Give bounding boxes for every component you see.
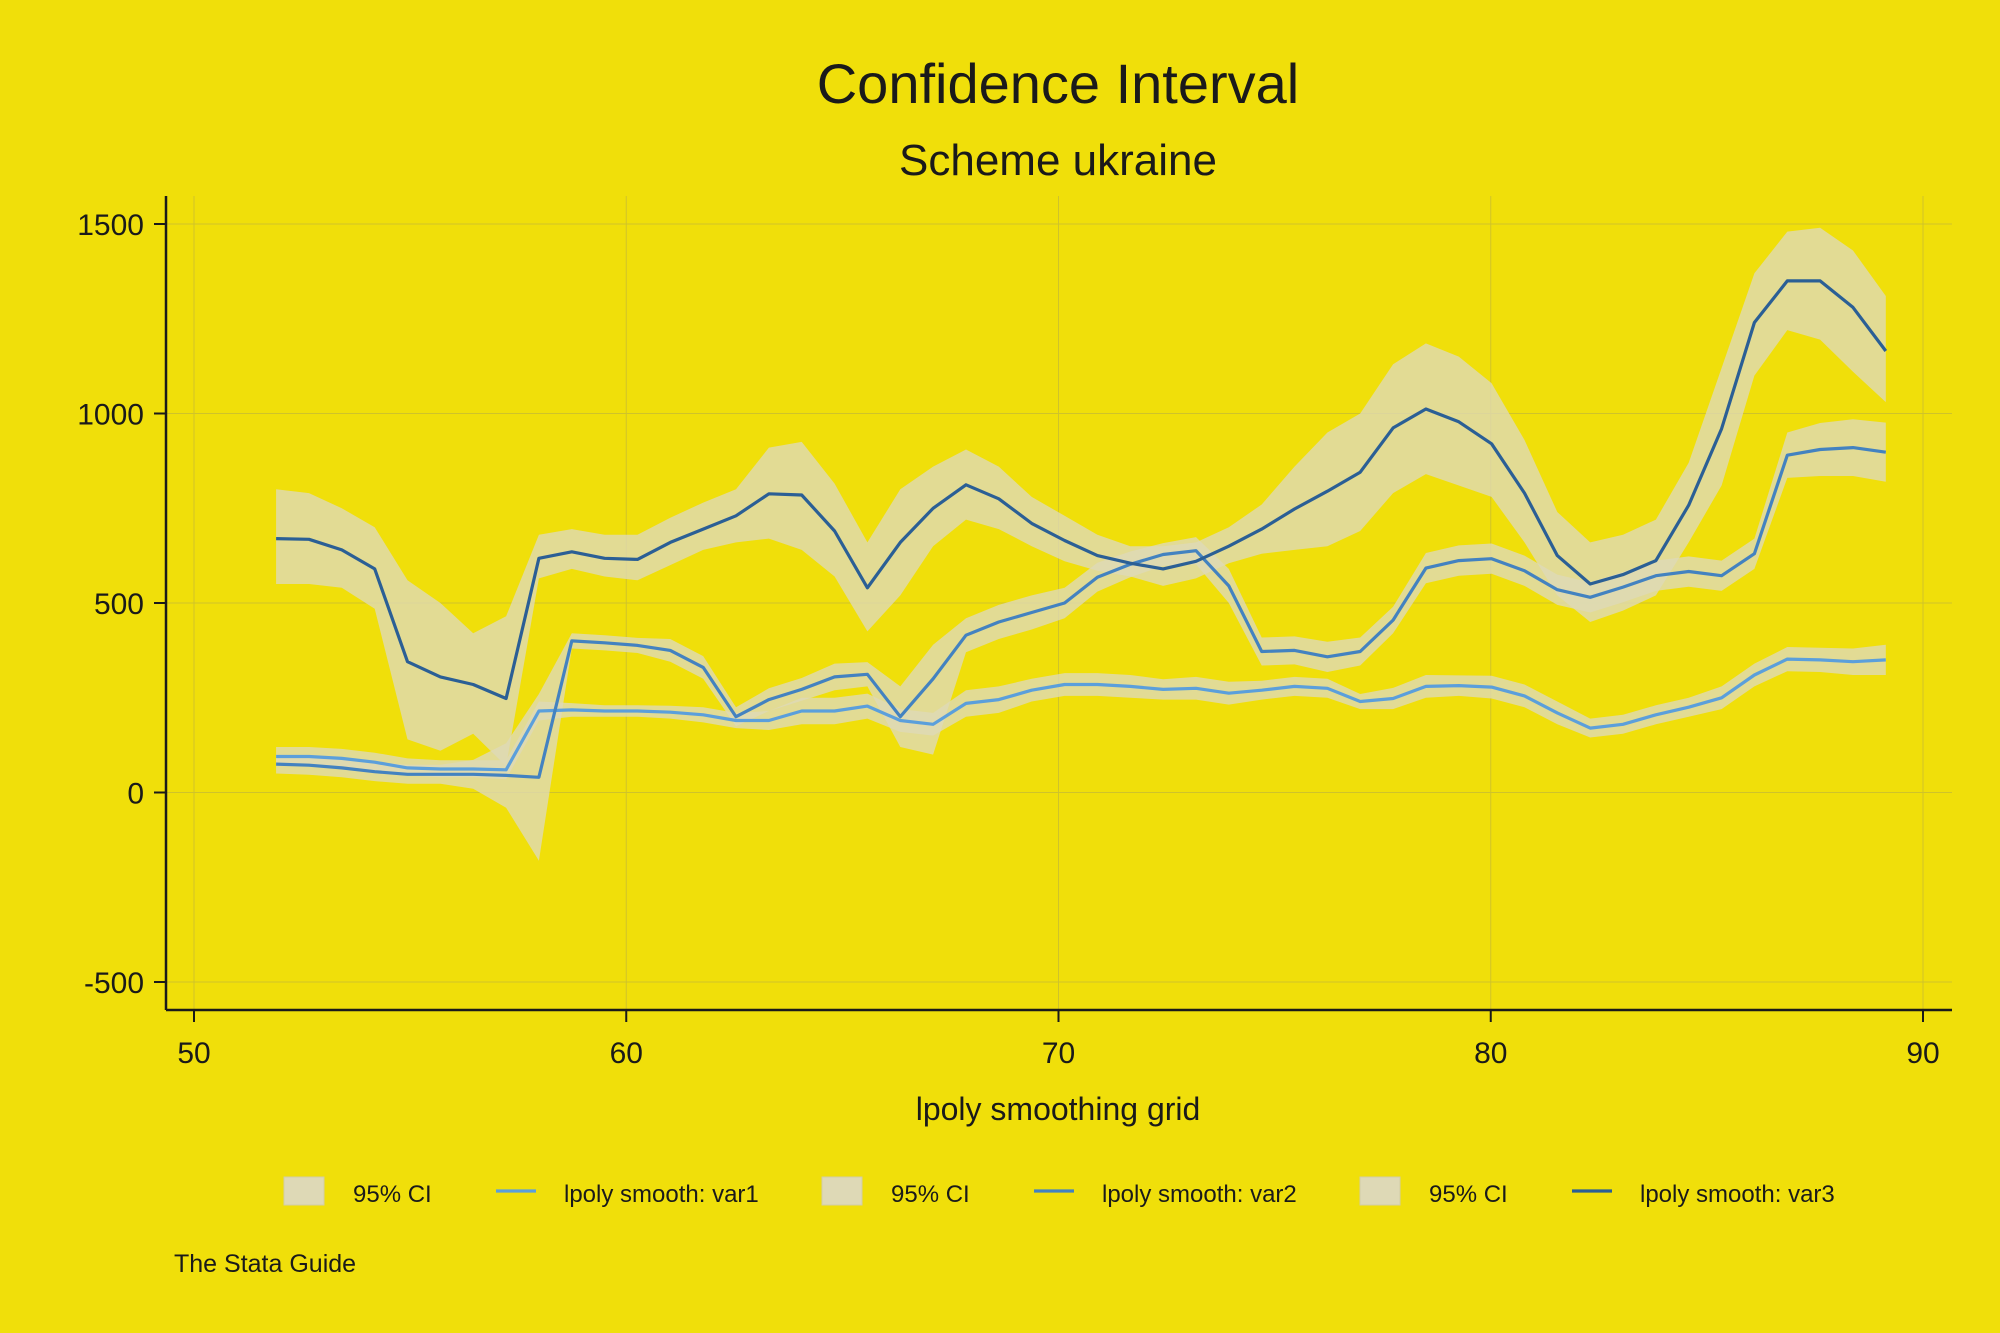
legend-label: lpoly smooth: var1 (564, 1181, 759, 1208)
ci-band-2 (276, 419, 1886, 861)
legend-swatch-ci (1359, 1176, 1401, 1206)
chart-title: Confidence Interval (817, 52, 1300, 115)
x-tick-label: 50 (177, 1037, 210, 1070)
y-tick-label: 1000 (77, 399, 144, 432)
axes: -500 0 500 1000 1500 50 60 70 80 90 (77, 196, 1952, 1070)
y-tick-label: 500 (94, 588, 144, 621)
x-tick-label: 70 (1042, 1037, 1075, 1070)
legend-label: 95% CI (353, 1181, 432, 1208)
legend: 95% CI lpoly smooth: var1 95% CI lpoly smoo… (283, 1176, 1835, 1208)
chart-subtitle: Scheme ukraine (899, 136, 1217, 185)
y-tick-label: 0 (127, 778, 144, 811)
chart-note: The Stata Guide (174, 1250, 356, 1278)
legend-label: 95% CI (891, 1181, 970, 1208)
series-lines (276, 279, 1888, 779)
legend-swatch-ci (821, 1176, 863, 1206)
ci-band-1 (276, 644, 1886, 780)
series-line-3 (276, 279, 1888, 701)
ci-band-3 (276, 227, 1886, 767)
x-axis-label: lpoly smoothing grid (916, 1091, 1201, 1127)
legend-label: lpoly smooth: var3 (1640, 1181, 1835, 1208)
series-line-2 (276, 446, 1887, 779)
y-tick-label: 1500 (77, 209, 144, 242)
series-line-1 (276, 657, 1886, 772)
ci-bands (276, 227, 1886, 861)
legend-label: lpoly smooth: var2 (1102, 1181, 1297, 1208)
legend-label: 95% CI (1429, 1181, 1508, 1208)
x-tick-label: 90 (1906, 1037, 1939, 1070)
y-tick-label: -500 (84, 967, 144, 1000)
x-tick-label: 80 (1474, 1037, 1507, 1070)
legend-swatch-ci (283, 1176, 325, 1206)
x-tick-label: 60 (610, 1037, 643, 1070)
